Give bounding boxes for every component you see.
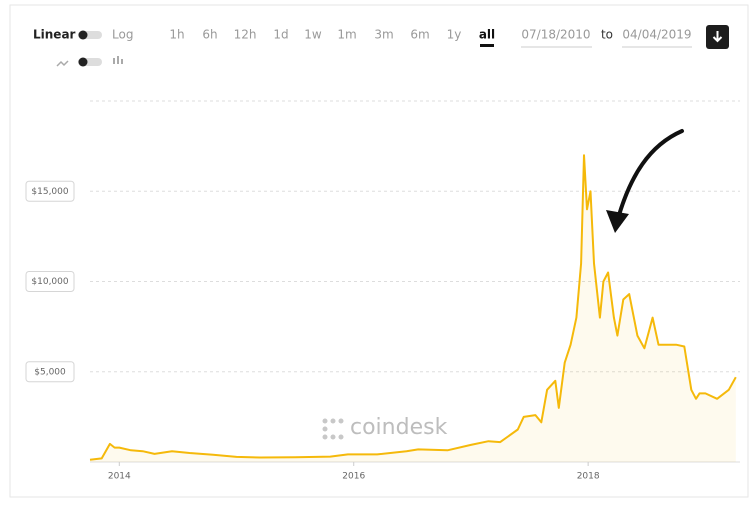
y-tick-label: $15,000 — [31, 187, 68, 197]
x-tick-label: 2018 — [577, 472, 600, 482]
range-button[interactable]: 6m — [410, 28, 429, 42]
x-tick-label: 2016 — [342, 472, 365, 482]
date-from[interactable]: 07/18/2010 — [521, 28, 590, 42]
date-to[interactable]: 04/04/2019 — [622, 28, 691, 42]
toggle-knob — [78, 30, 88, 40]
date-separator: to — [601, 28, 613, 42]
linear-label[interactable]: Linear — [33, 28, 76, 42]
range-button[interactable]: 1m — [337, 28, 356, 42]
toggle-knob — [78, 57, 88, 67]
range-button[interactable]: 1h — [169, 28, 184, 42]
annotation-arrow — [615, 129, 684, 224]
x-tick-label: 2014 — [108, 472, 131, 482]
range-button[interactable]: 3m — [374, 28, 393, 42]
candle-icon[interactable] — [113, 56, 123, 64]
y-tick-box — [25, 180, 75, 202]
range-button[interactable]: 1w — [304, 28, 322, 42]
y-tick-label: $5,000 — [34, 367, 66, 377]
range-button[interactable]: 6h — [202, 28, 217, 42]
card — [9, 4, 749, 498]
area — [90, 155, 736, 462]
y-tick-box — [25, 271, 75, 292]
plot: $5,000 $10,000 $15,000 2014 2016 2018 — [25, 100, 740, 482]
range-buttons: 1h 6h 12h 1d 1w 1m 3m 6m 1y all — [169, 28, 495, 47]
range-button[interactable]: 12h — [234, 28, 257, 42]
download-icon — [712, 31, 723, 43]
arrow-head — [606, 210, 629, 233]
y-tick-box — [25, 361, 75, 383]
y-tick-label: $10,000 — [31, 277, 68, 287]
price-line — [89, 154, 737, 461]
log-label[interactable]: Log — [112, 28, 133, 42]
active-underline — [480, 44, 494, 47]
watermark: coindesk — [322, 415, 448, 440]
line-icon[interactable] — [56, 60, 69, 67]
watermark-text: coindesk — [350, 415, 448, 440]
range-button[interactable]: 1y — [447, 28, 462, 42]
range-button[interactable]: all — [479, 28, 495, 42]
range-button[interactable]: 1d — [273, 28, 288, 42]
